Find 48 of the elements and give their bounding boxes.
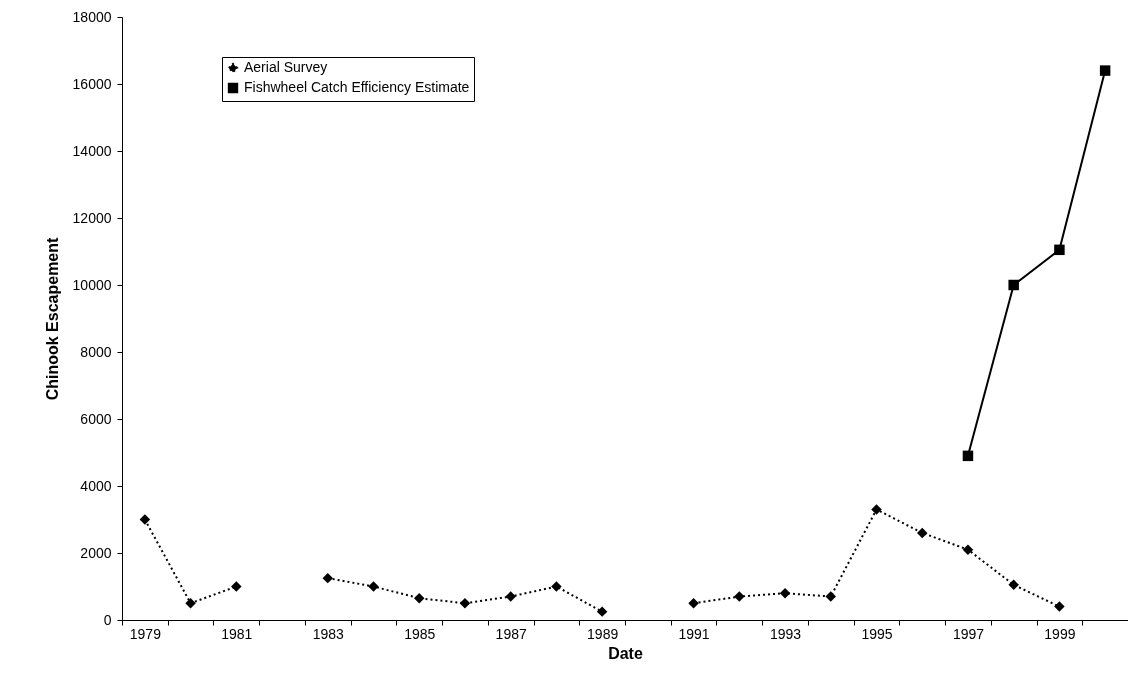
x-tick-label: 1989 [587, 625, 619, 642]
x-tick-label: 1997 [952, 625, 985, 642]
x-tick-label: 1985 [404, 625, 436, 642]
legend-label: Fishwheel Catch Efficiency Estimate [244, 79, 470, 95]
point [139, 514, 151, 525]
point [231, 581, 242, 592]
point [185, 598, 196, 609]
y-tick-label: 2000 [80, 544, 112, 561]
y-tick-label: 18000 [72, 8, 112, 25]
x-tick-label: 1981 [221, 625, 253, 642]
y-tick-label: 16000 [72, 75, 112, 92]
point [322, 572, 334, 584]
x-tick-label: 1987 [495, 625, 527, 642]
y-tick-label: 12000 [72, 209, 112, 226]
point [596, 606, 608, 617]
point [551, 581, 562, 592]
x-tick-label: 1993 [769, 625, 802, 642]
point [1054, 601, 1065, 612]
point [368, 581, 379, 592]
point [1008, 279, 1019, 291]
point [1099, 65, 1111, 76]
point [505, 591, 516, 602]
point [1008, 579, 1019, 591]
point [871, 504, 882, 515]
point [962, 544, 974, 555]
x-tick-label: 1999 [1044, 625, 1076, 642]
point [688, 598, 699, 609]
x-tick-label: 1995 [861, 625, 893, 642]
y-tick-label: 0 [103, 611, 112, 628]
point [459, 598, 471, 609]
point [413, 592, 425, 604]
y-axis-title: Chinook Escapement [43, 236, 61, 401]
point [962, 450, 974, 462]
point [916, 527, 928, 539]
point [825, 591, 837, 602]
y-tick-label: 10000 [72, 276, 112, 293]
y-tick-label: 4000 [80, 477, 112, 494]
y-tick-label: 14000 [72, 142, 112, 159]
y-tick-label: 6000 [80, 410, 112, 427]
point [779, 587, 791, 599]
x-tick-label: 1979 [129, 625, 162, 642]
x-tick-label: 1991 [678, 625, 710, 642]
point [734, 591, 745, 602]
x-axis-title: Date [608, 644, 643, 662]
y-tick-label: 8000 [80, 343, 112, 360]
legend-label: Aerial Survey [244, 59, 328, 75]
point [1054, 244, 1065, 256]
x-tick-label: 1983 [312, 625, 345, 642]
